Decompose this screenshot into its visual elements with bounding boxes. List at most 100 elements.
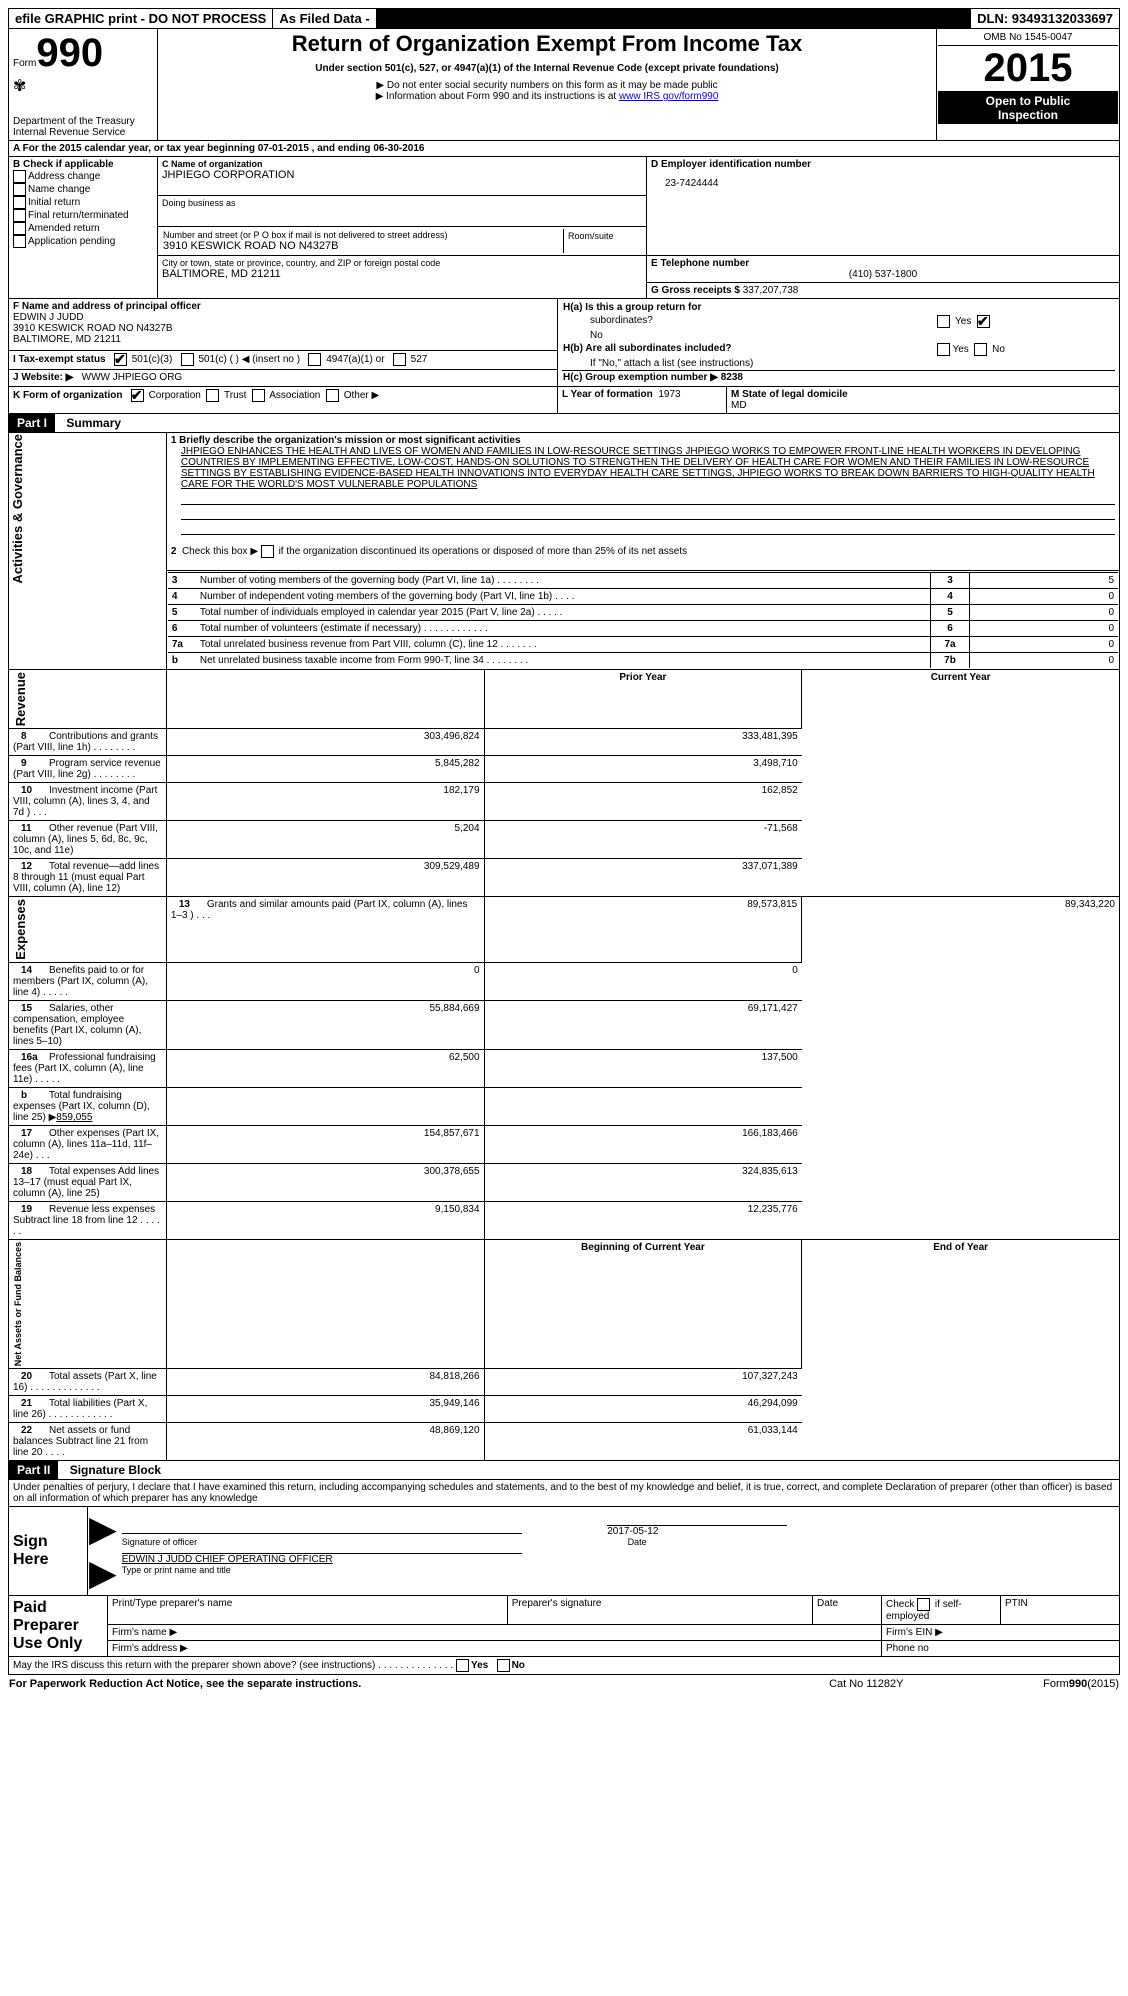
irs-link[interactable]: www IRS gov/form990 (619, 91, 718, 102)
prior-year-label: Prior Year (484, 670, 802, 729)
officer-city: BALTIMORE, MD 21211 (13, 334, 121, 345)
header-table: Form990 ✾ Department of the Treasury Int… (8, 29, 1120, 141)
officer-name: EDWIN J JUDD (13, 312, 84, 323)
perjury-text: Under penalties of perjury, I declare th… (8, 1480, 1120, 1507)
side-revenue: Revenue (13, 672, 28, 726)
check-group-yes[interactable] (937, 315, 950, 328)
boxK-label: K Form of organization (13, 390, 122, 401)
check-name-change[interactable] (13, 183, 26, 196)
website-value: WWW JHPIEGO ORG (82, 372, 183, 383)
klm-block: K Form of organization Corporation Trust… (8, 387, 1120, 414)
firm-addr-label: Firm's address ▶ (108, 1641, 882, 1657)
side-activities: Activities & Governance (10, 434, 25, 584)
check-discuss-no[interactable] (497, 1659, 510, 1672)
paperwork-notice: For Paperwork Reduction Act Notice, see … (8, 1677, 783, 1691)
year-formed: 1973 (658, 389, 680, 400)
sign-arrow-icon: ▶ (88, 1507, 118, 1551)
sign-arrow-icon-2: ▶ (88, 1551, 118, 1596)
end-year-label: End of Year (802, 1239, 1120, 1368)
check-assoc[interactable] (252, 389, 265, 402)
form-footer: Form990(2015) (950, 1677, 1120, 1691)
entity-block: B Check if applicable Address change Nam… (8, 157, 1120, 299)
inspect2: Inspection (942, 108, 1114, 122)
l2-text: 2 Check this box ▶ if the organization d… (171, 545, 1115, 558)
dln-label: DLN: 93493132033697 (971, 9, 1119, 28)
check-501c3[interactable] (114, 353, 127, 366)
mission-text: JHPIEGO ENHANCES THE HEALTH AND LIVES OF… (171, 446, 1115, 490)
domicile-state: MD (731, 400, 747, 411)
check-sub-yes[interactable] (937, 343, 950, 356)
check-sub-no[interactable] (974, 343, 987, 356)
boxJ-label: J Website: ▶ (13, 372, 73, 383)
efile-label: efile GRAPHIC print - DO NOT PROCESS (9, 9, 273, 28)
date-label: Date (628, 1537, 647, 1547)
officer-street: 3910 KESWICK ROAD NO N4327B (13, 323, 173, 334)
top-bar: efile GRAPHIC print - DO NOT PROCESS As … (8, 8, 1120, 29)
preparer-label: Paid Preparer Use Only (9, 1596, 108, 1657)
l1-label: 1 Briefly describe the organization's mi… (171, 435, 521, 446)
cat-no: Cat No 11282Y (783, 1677, 950, 1691)
boxM-label: M State of legal domicile (731, 389, 848, 400)
check-527[interactable] (393, 353, 406, 366)
check-501c[interactable] (181, 353, 194, 366)
form-note1: ▶ Do not enter social security numbers o… (162, 80, 932, 91)
boxD-label: D Employer identification number (651, 159, 1115, 170)
asfiled-label: As Filed Data - (273, 9, 376, 28)
form-subtitle: Under section 501(c), 527, or 4947(a)(1)… (162, 63, 932, 74)
sig-line (122, 1533, 522, 1534)
ptin-label: PTIN (1001, 1596, 1120, 1625)
part-i-header: Part I Summary (8, 414, 1120, 433)
prep-sig-label: Preparer's signature (507, 1596, 812, 1625)
part-i-body: Activities & Governance 1 Briefly descri… (8, 433, 1120, 1461)
check-other[interactable] (326, 389, 339, 402)
check-amended[interactable] (13, 222, 26, 235)
dba-label: Doing business as (162, 198, 236, 208)
check-final[interactable] (13, 209, 26, 222)
boxE-label: E Telephone number (651, 258, 1115, 269)
form-prefix: Form (13, 58, 36, 69)
check-corp[interactable] (131, 389, 144, 402)
boxI-label: I Tax-exempt status (13, 354, 106, 365)
check-pending[interactable] (13, 235, 26, 248)
check-self-employed[interactable] (917, 1598, 930, 1611)
current-year-label: Current Year (802, 670, 1120, 729)
side-net: Net Assets or Fund Balances (13, 1242, 23, 1366)
room-label: Room/suite (568, 231, 614, 241)
boxB-label: B Check if applicable (13, 159, 153, 170)
omb-label: OMB No 1545-0047 (938, 30, 1118, 46)
sig-label: Signature of officer (122, 1537, 197, 1547)
form-title: Return of Organization Exempt From Incom… (162, 31, 932, 57)
prep-date-label: Date (813, 1596, 882, 1625)
check-discontinued[interactable] (261, 545, 274, 558)
check-4947[interactable] (308, 353, 321, 366)
inspect1: Open to Public (942, 94, 1114, 108)
city-value: BALTIMORE, MD 21211 (162, 268, 281, 280)
check-initial[interactable] (13, 196, 26, 209)
part-ii-header: Part II Signature Block (8, 1461, 1120, 1480)
form-number: 990 (36, 31, 103, 75)
name-label: Type or print name and title (122, 1565, 231, 1575)
street-value: 3910 KESWICK ROAD NO N4327B (163, 240, 338, 252)
check-group-no[interactable] (977, 315, 990, 328)
org-name: JHPIEGO CORPORATION (162, 169, 294, 181)
boxC-name-label: C Name of organization (162, 159, 263, 169)
dept-line1: Department of the Treasury (13, 116, 153, 127)
ein-value: 23-7424444 (651, 170, 1115, 189)
check-address-change[interactable] (13, 170, 26, 183)
check-trust[interactable] (206, 389, 219, 402)
date-value: 2017-05-12 (607, 1525, 787, 1537)
form-note2-pre: ▶ Information about Form 990 and its ins… (376, 91, 619, 102)
sign-block: Sign Here ▶ 2017-05-12 Signature of offi… (8, 1507, 1120, 1596)
city-label: City or town, state or province, country… (162, 258, 440, 268)
tax-year: 2015 (938, 46, 1118, 92)
period-line: A For the 2015 calendar year, or tax yea… (8, 141, 1120, 157)
gross-receipts: 337,207,738 (743, 285, 799, 296)
boxF-label: F Name and address of principal officer (13, 301, 201, 312)
side-expenses: Expenses (13, 899, 28, 960)
phone-value: (410) 537-1800 (651, 269, 1115, 280)
sign-here-label: Sign Here (9, 1507, 88, 1596)
boxL-label: L Year of formation (562, 389, 653, 400)
dept-line2: Internal Revenue Service (13, 127, 153, 138)
check-discuss-yes[interactable] (456, 1659, 469, 1672)
fh-block: F Name and address of principal officer … (8, 299, 1120, 387)
